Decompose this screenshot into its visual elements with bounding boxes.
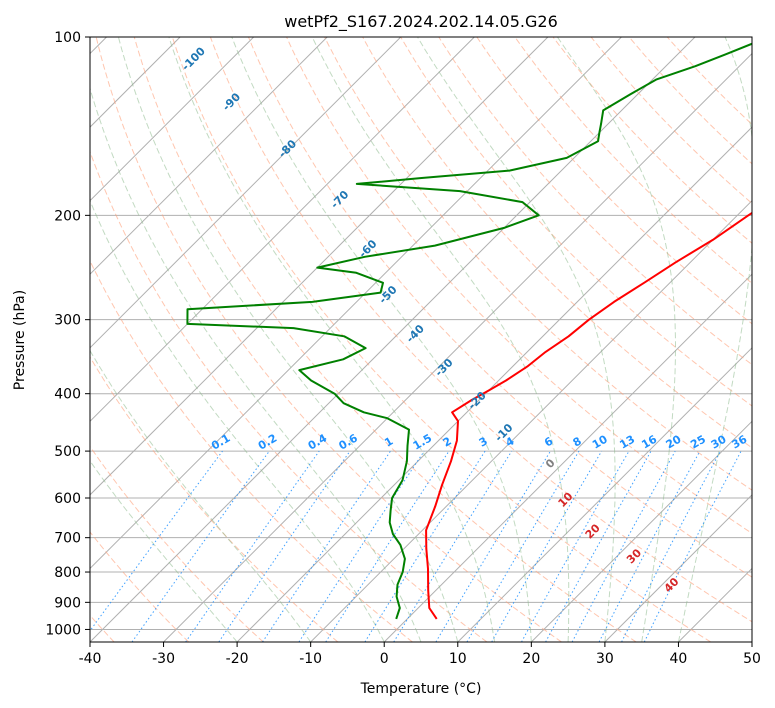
x-axis-label: Temperature (°C) bbox=[360, 681, 482, 697]
isotherm-gridlines bbox=[90, 37, 752, 642]
moist-adiabat bbox=[677, 37, 752, 642]
mixing-ratio-labels: 0.1 0.2 0.4 0.6 1 1.5 2 3 4 6 8 10 13 16 20 25 30 36 bbox=[209, 431, 749, 452]
chart-title: wetPf2_S167.2024.202.14.05.G26 bbox=[284, 12, 558, 32]
x-tick-label: 30 bbox=[596, 651, 614, 667]
isotherm bbox=[90, 37, 328, 275]
mixing-ratio-line bbox=[643, 450, 742, 642]
isotherm bbox=[163, 52, 752, 642]
x-tick-label: -40 bbox=[79, 651, 102, 667]
dry-adiabat bbox=[285, 37, 752, 534]
mixing-ratio-line bbox=[571, 450, 676, 642]
mixing-ratio-line bbox=[393, 450, 513, 642]
mixing-ratio-line bbox=[521, 450, 630, 642]
x-tick-label: 0 bbox=[380, 651, 389, 667]
dry-adiabat bbox=[514, 37, 752, 284]
y-tick-label: 700 bbox=[54, 531, 81, 547]
moist-adiabat bbox=[417, 37, 616, 642]
dry-adiabat bbox=[400, 37, 752, 407]
mixing-ratio-line bbox=[185, 450, 320, 642]
mixing-ratio-line bbox=[90, 450, 223, 632]
y-tick-label: 1000 bbox=[45, 622, 81, 638]
y-tick-label: 100 bbox=[54, 30, 81, 46]
sounding-profiles bbox=[186, 42, 752, 620]
moist-adiabat bbox=[556, 37, 676, 642]
temperature-line bbox=[425, 211, 752, 620]
moist-adiabat bbox=[168, 37, 496, 642]
dewpoint-line bbox=[186, 42, 752, 620]
isotherm bbox=[90, 37, 696, 642]
pressure-gridlines bbox=[90, 37, 752, 630]
isotherm bbox=[90, 37, 622, 570]
dry-adiabat bbox=[209, 37, 752, 623]
dry-adiabat bbox=[552, 37, 752, 244]
x-tick-label: 40 bbox=[670, 651, 688, 667]
isotherm bbox=[236, 126, 752, 642]
dry-adiabat bbox=[247, 37, 752, 578]
dry-adiabat bbox=[324, 37, 752, 491]
mixing-ratio-line bbox=[131, 450, 270, 642]
dry-adiabat bbox=[438, 37, 752, 366]
mixing-ratio-line bbox=[218, 450, 351, 642]
dry-adiabat bbox=[628, 37, 752, 165]
moist-adiabat bbox=[117, 37, 459, 642]
isotherm bbox=[383, 273, 752, 642]
moist-adiabats bbox=[90, 37, 752, 642]
mixing-ratio-line bbox=[545, 450, 652, 642]
y-tick-label: 200 bbox=[54, 208, 81, 224]
isotherm bbox=[90, 37, 255, 202]
moist-adiabat bbox=[90, 349, 312, 642]
x-tick-label: -10 bbox=[299, 651, 322, 667]
dry-adiabat bbox=[133, 37, 637, 642]
isotherm bbox=[90, 37, 402, 349]
plot-frame bbox=[89, 36, 753, 643]
y-axis-ticks: 100 200 300 400 500 600 700 800 900 1000 bbox=[45, 30, 90, 638]
y-tick-label: 900 bbox=[54, 595, 81, 611]
moist-adiabat bbox=[90, 86, 422, 642]
dry-adiabat bbox=[90, 531, 190, 642]
isotherm bbox=[530, 420, 752, 642]
moist-adiabat bbox=[90, 199, 385, 642]
x-tick-label: -30 bbox=[152, 651, 175, 667]
moist-adiabat bbox=[90, 460, 238, 642]
y-axis-label: Pressure (hPa) bbox=[12, 290, 28, 390]
isotherm bbox=[457, 347, 752, 642]
moist-adiabat bbox=[231, 37, 532, 642]
dry-adiabat bbox=[590, 37, 752, 205]
y-tick-label: 800 bbox=[54, 565, 81, 581]
y-tick-label: 500 bbox=[54, 444, 81, 460]
isotherm bbox=[604, 494, 752, 642]
dry-adiabat bbox=[90, 150, 488, 642]
mixing-ratio-line bbox=[262, 450, 391, 642]
dry-adiabat bbox=[95, 37, 562, 642]
dry-adiabat bbox=[90, 259, 413, 642]
dry-adiabat bbox=[476, 37, 752, 325]
y-tick-label: 300 bbox=[54, 313, 81, 329]
x-tick-label: 10 bbox=[449, 651, 467, 667]
mixing-ratio-line bbox=[325, 450, 450, 642]
moist-adiabat bbox=[311, 37, 570, 642]
x-axis-ticks: -40 -30 -20 -10 0 10 20 30 40 50 bbox=[79, 642, 761, 667]
x-tick-label: -20 bbox=[226, 651, 249, 667]
y-tick-label: 400 bbox=[54, 387, 81, 403]
x-tick-label: 20 bbox=[522, 651, 540, 667]
isotherm bbox=[90, 37, 549, 496]
y-tick-label: 600 bbox=[54, 491, 81, 507]
x-tick-label: 50 bbox=[743, 651, 761, 667]
isotherm bbox=[90, 37, 475, 423]
